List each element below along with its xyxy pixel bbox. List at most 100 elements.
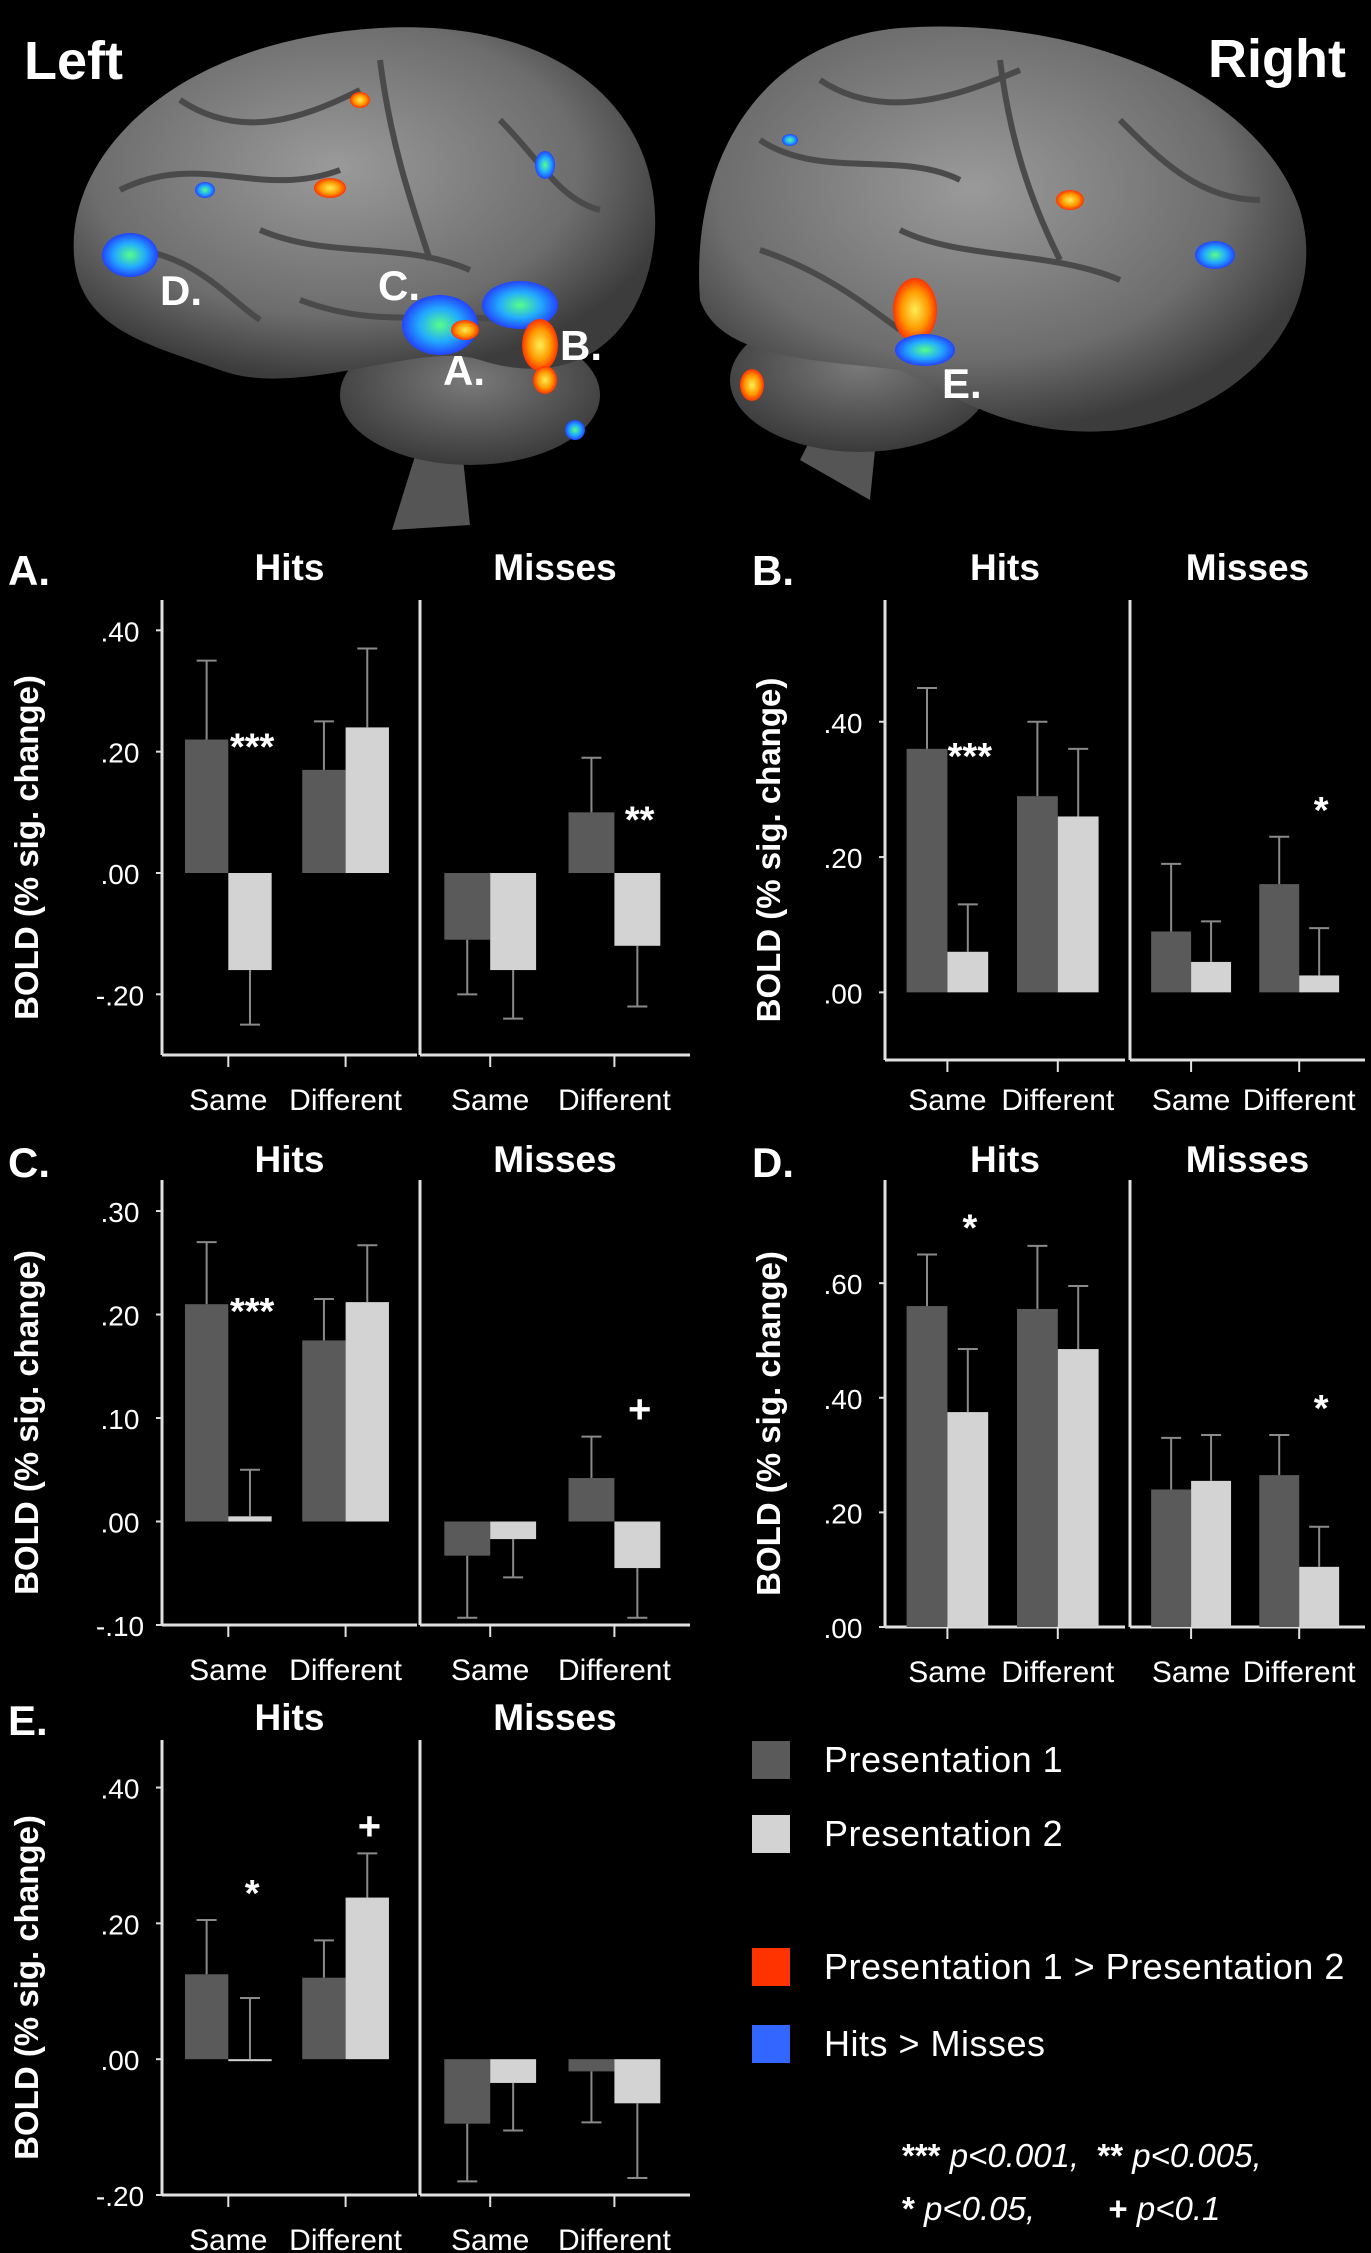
bar-presentation-1 [1259,884,1300,993]
y-tick-label: .40 [101,1774,140,1805]
significance-key-line-2: * p<0.05, + p<0.1 [902,2190,1220,2228]
bar-presentation-2 [1191,1480,1232,1627]
legend: Presentation 1 Presentation 2 Presentati… [752,1739,1352,2120]
bar-presentation-2 [490,873,537,971]
bar-presentation-1 [444,2059,491,2124]
bar-presentation-1 [568,812,615,873]
bar-presentation-2 [345,1302,389,1522]
bar-presentation-2 [614,2059,661,2104]
y-axis-label: BOLD (% sig. change) [8,1815,45,2160]
chart-title: D. [752,1139,794,1186]
chart-title: A. [8,547,50,594]
bar-presentation-2 [1299,1566,1340,1627]
sig-symbol: *** [902,2137,941,2174]
y-tick-label: .00 [101,859,140,890]
legend-label: Presentation 2 [824,1813,1064,1854]
right-hemisphere: E. [699,26,1307,500]
x-tick-label-same: Same [189,1084,267,1117]
bar-presentation-2 [490,2059,537,2083]
x-tick-label-different: Different [289,1084,403,1117]
x-tick-label-same: Same [189,2224,267,2253]
panel-title-misses: Misses [1186,1139,1309,1180]
significance-marker: ** [625,799,655,841]
significance-marker: *** [230,1291,275,1333]
bar-presentation-2 [1057,816,1099,993]
bar-presentation-1 [568,2059,615,2072]
x-tick-label-same: Same [1152,1084,1230,1117]
chart-title: B. [752,547,794,594]
y-tick-label: .00 [101,1508,140,1539]
panel-title-misses: Misses [493,1697,616,1738]
bar-presentation-1 [1151,1489,1192,1627]
bar-presentation-2 [228,873,272,971]
x-tick-label-different: Different [1001,1084,1115,1117]
legend-item-presentation-2: Presentation 2 [752,1813,1064,1854]
x-tick-label-same: Same [451,1654,529,1687]
region-label-a: A. [443,347,485,394]
sig-text: p<0.1 [1136,2190,1221,2227]
chart-title: C. [8,1139,50,1186]
sig-text: p<0.05, [924,2190,1036,2227]
y-axis-label: BOLD (% sig. change) [8,675,45,1020]
x-tick-label-same: Same [451,2224,529,2253]
bar-presentation-1 [1151,931,1192,993]
y-axis-label: BOLD (% sig. change) [750,1251,787,1596]
y-tick-label: .40 [824,708,863,739]
bar-presentation-1 [444,873,491,940]
x-tick-label-different: Different [289,2224,403,2253]
panel-title-misses: Misses [493,547,616,588]
bar-presentation-2 [614,1521,661,1569]
panel-title-misses: Misses [493,1139,616,1180]
sig-symbol: * [902,2190,915,2227]
panel-title-hits: Hits [255,547,325,588]
y-tick-label: .20 [101,1301,140,1332]
sig-text: p<0.001, [949,2137,1080,2174]
bar-presentation-1 [1017,796,1058,993]
significance-marker: * [245,1873,260,1915]
y-axis-label: BOLD (% sig. change) [750,678,787,1023]
legend-label: Hits > Misses [824,2023,1046,2064]
bar-presentation-1 [568,1478,615,1522]
sig-symbol: + [1108,2190,1128,2227]
significance-marker: + [358,1804,381,1848]
bar-presentation-2 [345,1897,389,2060]
significance-marker: * [1314,1388,1329,1430]
bar-presentation-1 [444,1521,491,1556]
left-hemisphere: D. C. A. B. [73,27,656,530]
y-tick-label: -.20 [96,2181,144,2212]
y-tick-label: .20 [824,843,863,874]
panel-title-hits: Hits [970,1139,1040,1180]
significance-marker: + [628,1388,651,1432]
bar-presentation-2 [1191,961,1232,993]
y-tick-label: .20 [101,738,140,769]
significance-key-line-1: *** p<0.001, ** p<0.005, [902,2137,1262,2175]
region-label-b: B. [560,322,602,369]
region-label-e: E. [942,360,982,407]
x-tick-label-same: Same [189,1654,267,1687]
bar-presentation-2 [947,951,989,993]
bar-presentation-1 [184,1304,229,1522]
bar-presentation-1 [906,1306,948,1627]
y-tick-label: .40 [101,616,140,647]
chart-title: E. [8,1697,48,1744]
significance-marker: *** [230,727,275,769]
legend-item-hits-gt-misses: Hits > Misses [752,2023,1046,2064]
legend-swatch-blue [752,2025,790,2063]
x-tick-label-different: Different [558,1654,672,1687]
region-label-c: C. [378,262,420,309]
x-tick-label-different: Different [558,2224,672,2253]
legend-item-p1-gt-p2: Presentation 1 > Presentation 2 [752,1946,1345,1987]
bar-presentation-1 [1259,1475,1300,1627]
hemisphere-label-left: Left [24,31,123,91]
significance-marker: * [962,1208,977,1250]
legend-swatch-presentation-1 [752,1741,790,1779]
y-tick-label: .20 [101,1909,140,1940]
bar-presentation-2 [614,873,661,946]
bar-presentation-2 [228,2059,272,2062]
bar-presentation-1 [184,1974,229,2060]
bar-presentation-2 [1299,975,1340,993]
bar-presentation-2 [228,1516,272,1522]
legend-label: Presentation 1 > Presentation 2 [824,1946,1345,1987]
y-tick-label: .60 [824,1269,863,1300]
y-tick-label: .00 [824,1613,863,1644]
